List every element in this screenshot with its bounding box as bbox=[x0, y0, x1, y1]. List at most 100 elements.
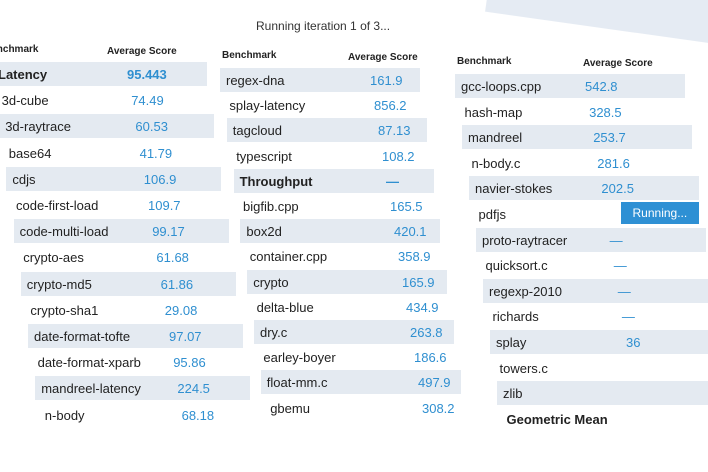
benchmark-name: tagcloud bbox=[232, 123, 282, 139]
benchmark-score: 224.5 bbox=[177, 381, 210, 397]
benchmark-score: 41.79 bbox=[139, 145, 173, 161]
benchmark-score: 542.8 bbox=[585, 79, 618, 94]
benchmark-score: 74.49 bbox=[131, 93, 164, 109]
column-header-benchmark[interactable]: Benchmark bbox=[0, 44, 39, 55]
benchmark-score: 61.86 bbox=[160, 276, 194, 292]
benchmark-row: date-format-tofte 97.07 bbox=[28, 324, 243, 348]
benchmark-row: crypto-sha1 29.08 bbox=[24, 298, 239, 322]
benchmark-row: richards — bbox=[487, 304, 708, 328]
benchmark-name: navier-stokes bbox=[475, 181, 553, 197]
column-header-benchmark[interactable]: Benchmark bbox=[457, 56, 512, 67]
benchmark-score: — bbox=[609, 232, 623, 248]
benchmark-name: Latency bbox=[0, 67, 48, 82]
benchmark-row: dry.c 263.8 bbox=[254, 320, 454, 344]
benchmark-name: crypto bbox=[253, 274, 289, 290]
benchmark-row: float-mm.c 497.9 bbox=[260, 370, 461, 395]
column-header-score[interactable]: Average Score bbox=[348, 52, 418, 63]
benchmark-name: hash-map bbox=[464, 104, 523, 120]
benchmark-score: — bbox=[613, 258, 627, 274]
benchmark-name: gbemu bbox=[270, 400, 310, 416]
benchmark-score: 61.68 bbox=[156, 250, 189, 266]
benchmark-name: crypto-sha1 bbox=[30, 302, 99, 318]
benchmark-row: typescript 108.2 bbox=[230, 144, 430, 168]
benchmark-score: 36 bbox=[626, 335, 641, 350]
benchmark-row: code-multi-load 99.17 bbox=[13, 219, 229, 244]
benchmark-name: typescript bbox=[236, 148, 292, 164]
benchmark-name: richards bbox=[492, 309, 539, 325]
benchmark-row: box2d 420.1 bbox=[240, 219, 441, 244]
benchmark-row: Throughput — bbox=[233, 168, 434, 193]
benchmark-row: pdfjs Running... bbox=[473, 202, 703, 226]
benchmark-row: crypto 165.9 bbox=[247, 269, 448, 294]
benchmark-score: 420.1 bbox=[393, 224, 427, 240]
benchmark-score: 60.53 bbox=[135, 119, 168, 135]
benchmark-score: 263.8 bbox=[410, 325, 443, 340]
benchmark-name: date-format-xparb bbox=[37, 355, 141, 371]
benchmark-row: crypto-md5 61.86 bbox=[20, 271, 236, 296]
benchmark-name: box2d bbox=[246, 224, 282, 240]
benchmark-row: mandreel 253.7 bbox=[462, 125, 692, 150]
benchmark-score: 29.08 bbox=[164, 302, 198, 318]
benchmark-row: date-format-xparb 95.86 bbox=[32, 350, 247, 374]
benchmark-row: mandreel-latency 224.5 bbox=[35, 376, 251, 401]
benchmark-row: delta-blue 434.9 bbox=[251, 295, 451, 319]
benchmark-score: 856.2 bbox=[373, 98, 407, 114]
benchmark-row: crypto-aes 61.68 bbox=[17, 245, 232, 269]
benchmark-score: — bbox=[617, 283, 631, 299]
benchmark-name: date-format-tofte bbox=[34, 329, 131, 344]
column-header-score[interactable]: Average Score bbox=[583, 58, 653, 69]
benchmark-name: code-first-load bbox=[16, 198, 99, 213]
benchmark-score: — bbox=[621, 309, 635, 325]
benchmark-score: 95.86 bbox=[173, 355, 206, 371]
benchmark-name: regexp-2010 bbox=[489, 283, 562, 299]
benchmark-row: quicksort.c — bbox=[480, 253, 708, 277]
benchmark-row: gbemu 308.2 bbox=[264, 396, 464, 420]
benchmark-row: n-body 68.18 bbox=[39, 403, 254, 427]
benchmark-name: 3d-cube bbox=[1, 93, 49, 109]
column-header-score[interactable]: Average Score bbox=[107, 46, 177, 57]
benchmark-score: 165.9 bbox=[401, 274, 435, 290]
benchmark-score: 95.443 bbox=[127, 67, 167, 82]
benchmark-row: gcc-loops.cpp 542.8 bbox=[455, 74, 685, 98]
benchmark-name: container.cpp bbox=[249, 249, 328, 265]
benchmark-score: 497.9 bbox=[417, 375, 451, 391]
benchmark-row: zlib bbox=[497, 381, 708, 406]
status-text: Running iteration 1 of 3... bbox=[256, 19, 391, 33]
benchmark-score: 106.9 bbox=[143, 171, 177, 187]
column-header-benchmark[interactable]: Benchmark bbox=[222, 50, 277, 61]
benchmark-row: cdjs 106.9 bbox=[6, 166, 222, 191]
benchmark-name: 3d-raytrace bbox=[5, 119, 71, 135]
benchmark-row: earley-boyer 186.6 bbox=[257, 345, 457, 369]
benchmark-row: towers.c bbox=[494, 356, 708, 380]
benchmark-row: container.cpp 358.9 bbox=[244, 244, 444, 268]
benchmark-name: quicksort.c bbox=[485, 258, 548, 274]
benchmark-name: code-multi-load bbox=[19, 224, 109, 240]
benchmark-row: bigfib.cpp 165.5 bbox=[237, 194, 437, 218]
benchmark-name: regex-dna bbox=[226, 73, 285, 88]
benchmark-row: 3d-cube 74.49 bbox=[0, 88, 211, 112]
benchmark-row: Latency 95.443 bbox=[0, 62, 207, 86]
benchmark-name: bigfib.cpp bbox=[243, 199, 299, 214]
benchmark-row: proto-raytracer — bbox=[476, 227, 706, 252]
benchmark-name: float-mm.c bbox=[266, 375, 328, 391]
benchmark-name: proto-raytracer bbox=[482, 232, 568, 248]
benchmark-score: 253.7 bbox=[593, 130, 626, 146]
benchmark-score: 308.2 bbox=[421, 400, 455, 416]
benchmark-name: delta-blue bbox=[256, 299, 314, 315]
benchmark-row: tagcloud 87.13 bbox=[226, 118, 427, 143]
benchmark-row: 3d-raytrace 60.53 bbox=[0, 114, 215, 139]
running-badge: Running... bbox=[620, 202, 700, 224]
benchmark-score: 99.17 bbox=[152, 224, 185, 240]
benchmark-row: regex-dna 161.9 bbox=[220, 68, 420, 92]
benchmark-row: navier-stokes 202.5 bbox=[469, 176, 699, 201]
benchmark-name: Geometric Mean bbox=[506, 411, 608, 427]
benchmark-score: 202.5 bbox=[601, 181, 634, 197]
benchmark-name: pdfjs bbox=[478, 207, 506, 222]
benchmark-score: 165.5 bbox=[390, 199, 423, 214]
benchmark-score: 161.9 bbox=[370, 73, 403, 88]
benchmark-name: mandreel bbox=[468, 130, 523, 146]
benchmark-score: 328.5 bbox=[589, 104, 622, 120]
benchmark-name: n-body.c bbox=[471, 155, 521, 171]
benchmark-score: — bbox=[385, 173, 399, 189]
benchmark-score: 186.6 bbox=[413, 350, 447, 366]
